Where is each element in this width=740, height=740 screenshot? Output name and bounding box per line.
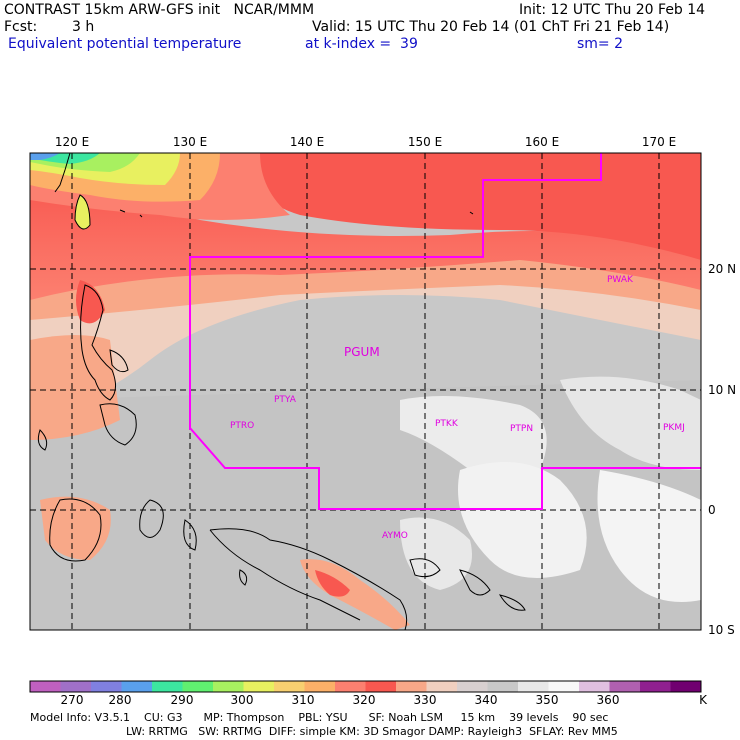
physics-info: LW: RRTMG SW: RRTMG DIFF: simple KM: 3D … xyxy=(126,725,618,738)
lon-label: 120 E xyxy=(55,135,89,149)
colorbar-swatch xyxy=(487,681,519,692)
colorbar-swatch xyxy=(121,681,153,692)
colorbar-swatch xyxy=(457,681,488,692)
lat-label: 10 S xyxy=(708,623,735,637)
station-label: PTPN xyxy=(510,424,533,434)
forecast-label: Fcst: xyxy=(4,19,38,35)
colorbar-swatch xyxy=(243,681,275,692)
lon-label: 160 E xyxy=(525,135,559,149)
station-label: PGUM xyxy=(344,345,380,359)
colorbar-swatch xyxy=(396,681,427,692)
colorbar-frame xyxy=(29,680,702,693)
lat-label: 0 xyxy=(708,503,716,517)
colorbar-swatch xyxy=(335,681,366,692)
lat-label: 10 N xyxy=(708,383,736,397)
coastlines xyxy=(37,153,526,630)
colorbar-swatch xyxy=(548,681,580,692)
colorbar-swatch xyxy=(304,681,336,692)
colorbar-label: 270 xyxy=(61,693,84,707)
colorbar-swatch xyxy=(579,681,610,692)
colorbar-label: 290 xyxy=(171,693,194,707)
colorbar-swatch xyxy=(182,681,214,692)
colorbar-label: 310 xyxy=(292,693,315,707)
colorbar-label: 340 xyxy=(475,693,498,707)
model-info: Model Info: V3.5.1 CU: G3 MP: Thompson P… xyxy=(30,711,609,724)
lat-labels: 20 N 10 N 0 10 S xyxy=(708,262,736,637)
colorbar-swatch xyxy=(609,681,641,692)
station-label: PTRO xyxy=(230,421,254,431)
lat-label: 20 N xyxy=(708,262,736,276)
colorbar-swatch xyxy=(213,681,244,692)
station-labels: PGUM PWAK PTYA PTRO PTKK PTPN PKMJ AYMO xyxy=(230,275,685,541)
level-index: at k-index = 39 xyxy=(305,36,418,52)
lon-label: 140 E xyxy=(290,135,324,149)
colorbar-label: 300 xyxy=(231,693,254,707)
colorbar-swatch xyxy=(152,681,183,692)
colorbar xyxy=(29,680,702,693)
field-name: Equivalent potential temperature xyxy=(8,36,242,52)
lon-label: 150 E xyxy=(408,135,442,149)
lon-label: 170 E xyxy=(642,135,676,149)
valid-time: Valid: 15 UTC Thu 20 Feb 14 (01 ChT Fri … xyxy=(312,19,670,35)
smoothing: sm= 2 xyxy=(577,36,624,52)
colorbar-labels: 270 280 290 300 310 320 330 340 350 360 … xyxy=(61,693,709,707)
colorbar-swatch xyxy=(30,681,61,692)
init-time: Init: 12 UTC Thu 20 Feb 14 xyxy=(519,2,706,18)
station-label: PTKK xyxy=(435,419,459,429)
header-title: CONTRAST 15km ARW-GFS init NCAR/MMM xyxy=(4,2,315,18)
colorbar-swatch xyxy=(518,681,549,692)
station-label: PWAK xyxy=(607,275,634,285)
forecast-hour: 3 h xyxy=(72,19,95,35)
colorbar-swatch xyxy=(426,681,458,692)
station-label: PKMJ xyxy=(663,423,685,433)
station-label: AYMO xyxy=(382,531,408,541)
lon-label: 130 E xyxy=(173,135,207,149)
colorbar-unit: K xyxy=(699,693,708,707)
colorbar-label: 320 xyxy=(353,693,376,707)
domain-boundary xyxy=(189,153,602,430)
colorbar-swatch xyxy=(60,681,92,692)
colorbar-swatch xyxy=(91,681,122,692)
colorbar-swatch xyxy=(670,681,702,692)
colorbar-label: 360 xyxy=(597,693,620,707)
colorbar-label: 350 xyxy=(536,693,559,707)
lon-labels: 120 E 130 E 140 E 150 E 160 E 170 E xyxy=(55,135,676,149)
domain-boundary-south xyxy=(189,427,701,510)
colorbar-label: 280 xyxy=(109,693,132,707)
map-frame xyxy=(29,152,702,631)
colorbar-swatch xyxy=(274,681,305,692)
colorbar-swatch xyxy=(640,681,671,692)
theta-e-shading xyxy=(30,153,701,630)
colorbar-swatch xyxy=(365,681,397,692)
station-label: PTYA xyxy=(274,395,297,405)
colorbar-label: 330 xyxy=(414,693,437,707)
